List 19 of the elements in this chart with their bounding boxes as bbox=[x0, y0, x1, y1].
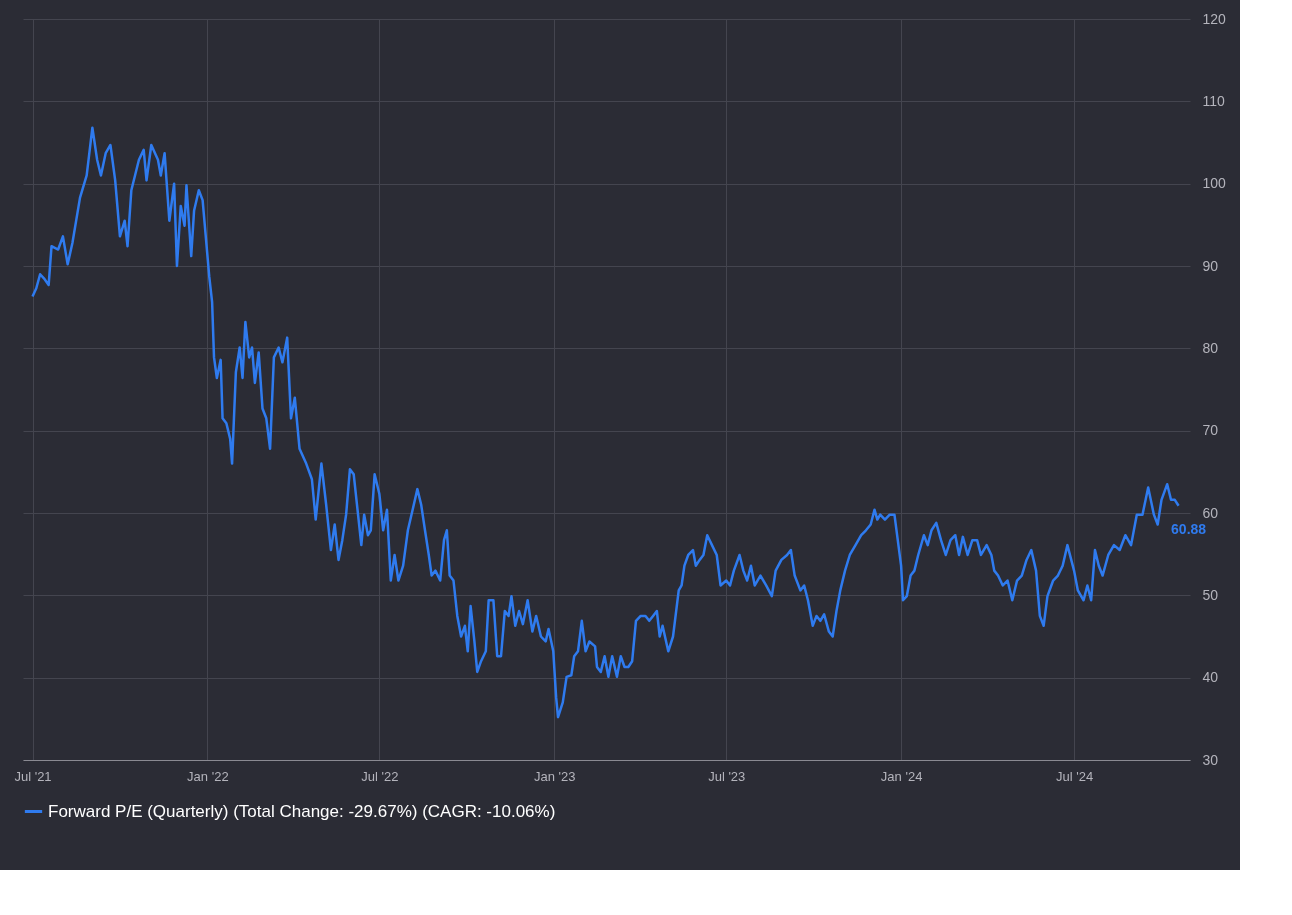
y-tick-label: 80 bbox=[1202, 339, 1219, 356]
y-tick-label: 90 bbox=[1202, 257, 1219, 274]
x-tick-label: Jan '23 bbox=[533, 768, 576, 784]
y-tick-label: 60 bbox=[1202, 504, 1219, 521]
y-tick-label: 50 bbox=[1202, 586, 1219, 603]
y-tick-label: 70 bbox=[1202, 422, 1219, 439]
y-tick-label: 40 bbox=[1202, 669, 1219, 686]
x-tick-label: Jan '22 bbox=[187, 768, 229, 784]
x-tick-label: Jul '21 bbox=[14, 768, 52, 784]
y-tick-label: 110 bbox=[1202, 92, 1226, 109]
x-tick-label: Jul '22 bbox=[361, 768, 399, 784]
legend-label: Forward P/E (Quarterly) (Total Change: -29.67%) (CAGR: -10.06%) bbox=[48, 801, 556, 821]
y-tick-label: 120 bbox=[1202, 10, 1227, 27]
x-tick-label: Jan '24 bbox=[880, 768, 923, 784]
annotation: 60.88 bbox=[1171, 520, 1207, 537]
y-tick-label: 30 bbox=[1202, 751, 1219, 768]
x-tick-label: Jul '23 bbox=[708, 768, 746, 784]
y-tick-label: 100 bbox=[1202, 175, 1227, 192]
x-tick-label: Jul '24 bbox=[1055, 768, 1094, 784]
